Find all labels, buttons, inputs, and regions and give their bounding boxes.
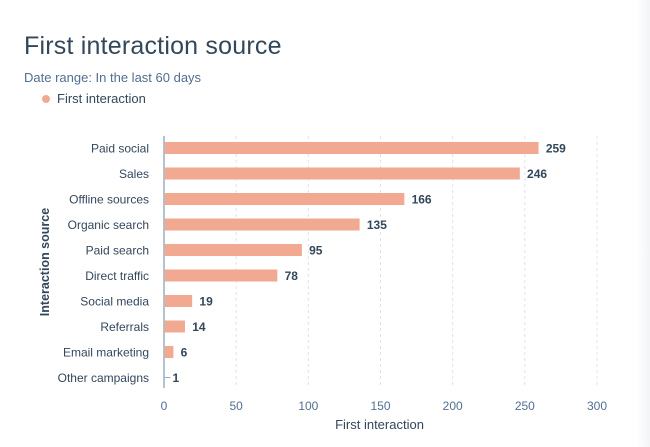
scroll-edge-shadow	[636, 0, 650, 447]
data-label: 19	[199, 295, 213, 309]
chart-title: First interaction source	[24, 32, 282, 60]
x-tick-label: 150	[370, 399, 390, 413]
data-label: 95	[309, 244, 323, 258]
x-tick-label: 250	[515, 399, 535, 413]
x-tick-label: 50	[229, 399, 243, 413]
category-label: Paid search	[86, 244, 149, 258]
x-axis-title: First interaction	[335, 417, 424, 432]
bar	[164, 320, 185, 333]
category-label: Referrals	[100, 320, 149, 334]
bar	[164, 295, 193, 307]
data-label: 6	[181, 346, 188, 360]
x-tick-label: 100	[298, 399, 318, 413]
data-label: 14	[192, 320, 206, 334]
category-label: Offline sources	[69, 193, 149, 207]
data-label: 78	[285, 269, 299, 283]
category-label: Direct traffic	[85, 269, 149, 283]
x-tick-label: 0	[161, 399, 168, 413]
legend[interactable]: First interaction	[42, 91, 146, 106]
bar	[164, 244, 302, 256]
bar	[164, 269, 278, 282]
category-label: Organic search	[68, 218, 149, 232]
date-range-label: Date range: In the last 60 days	[24, 70, 202, 85]
legend-label: First interaction	[57, 91, 146, 106]
x-tick-label: 300	[587, 399, 607, 413]
bar	[164, 218, 360, 231]
category-label: Other campaigns	[58, 371, 149, 385]
bar	[164, 142, 539, 154]
bar	[164, 193, 405, 205]
category-label: Email marketing	[63, 346, 149, 360]
bar	[164, 346, 174, 358]
data-label: 246	[527, 167, 547, 181]
x-tick-label: 200	[443, 399, 463, 413]
y-axis-title: Interaction source	[38, 208, 52, 316]
category-label: Social media	[80, 295, 149, 309]
data-label: 166	[412, 193, 432, 207]
category-label: Sales	[119, 167, 149, 181]
data-label: 135	[367, 218, 387, 232]
data-label: 1	[172, 371, 179, 385]
bar	[164, 167, 520, 180]
legend-swatch	[42, 94, 50, 103]
category-label: Paid social	[91, 142, 149, 156]
data-label: 259	[546, 142, 566, 156]
